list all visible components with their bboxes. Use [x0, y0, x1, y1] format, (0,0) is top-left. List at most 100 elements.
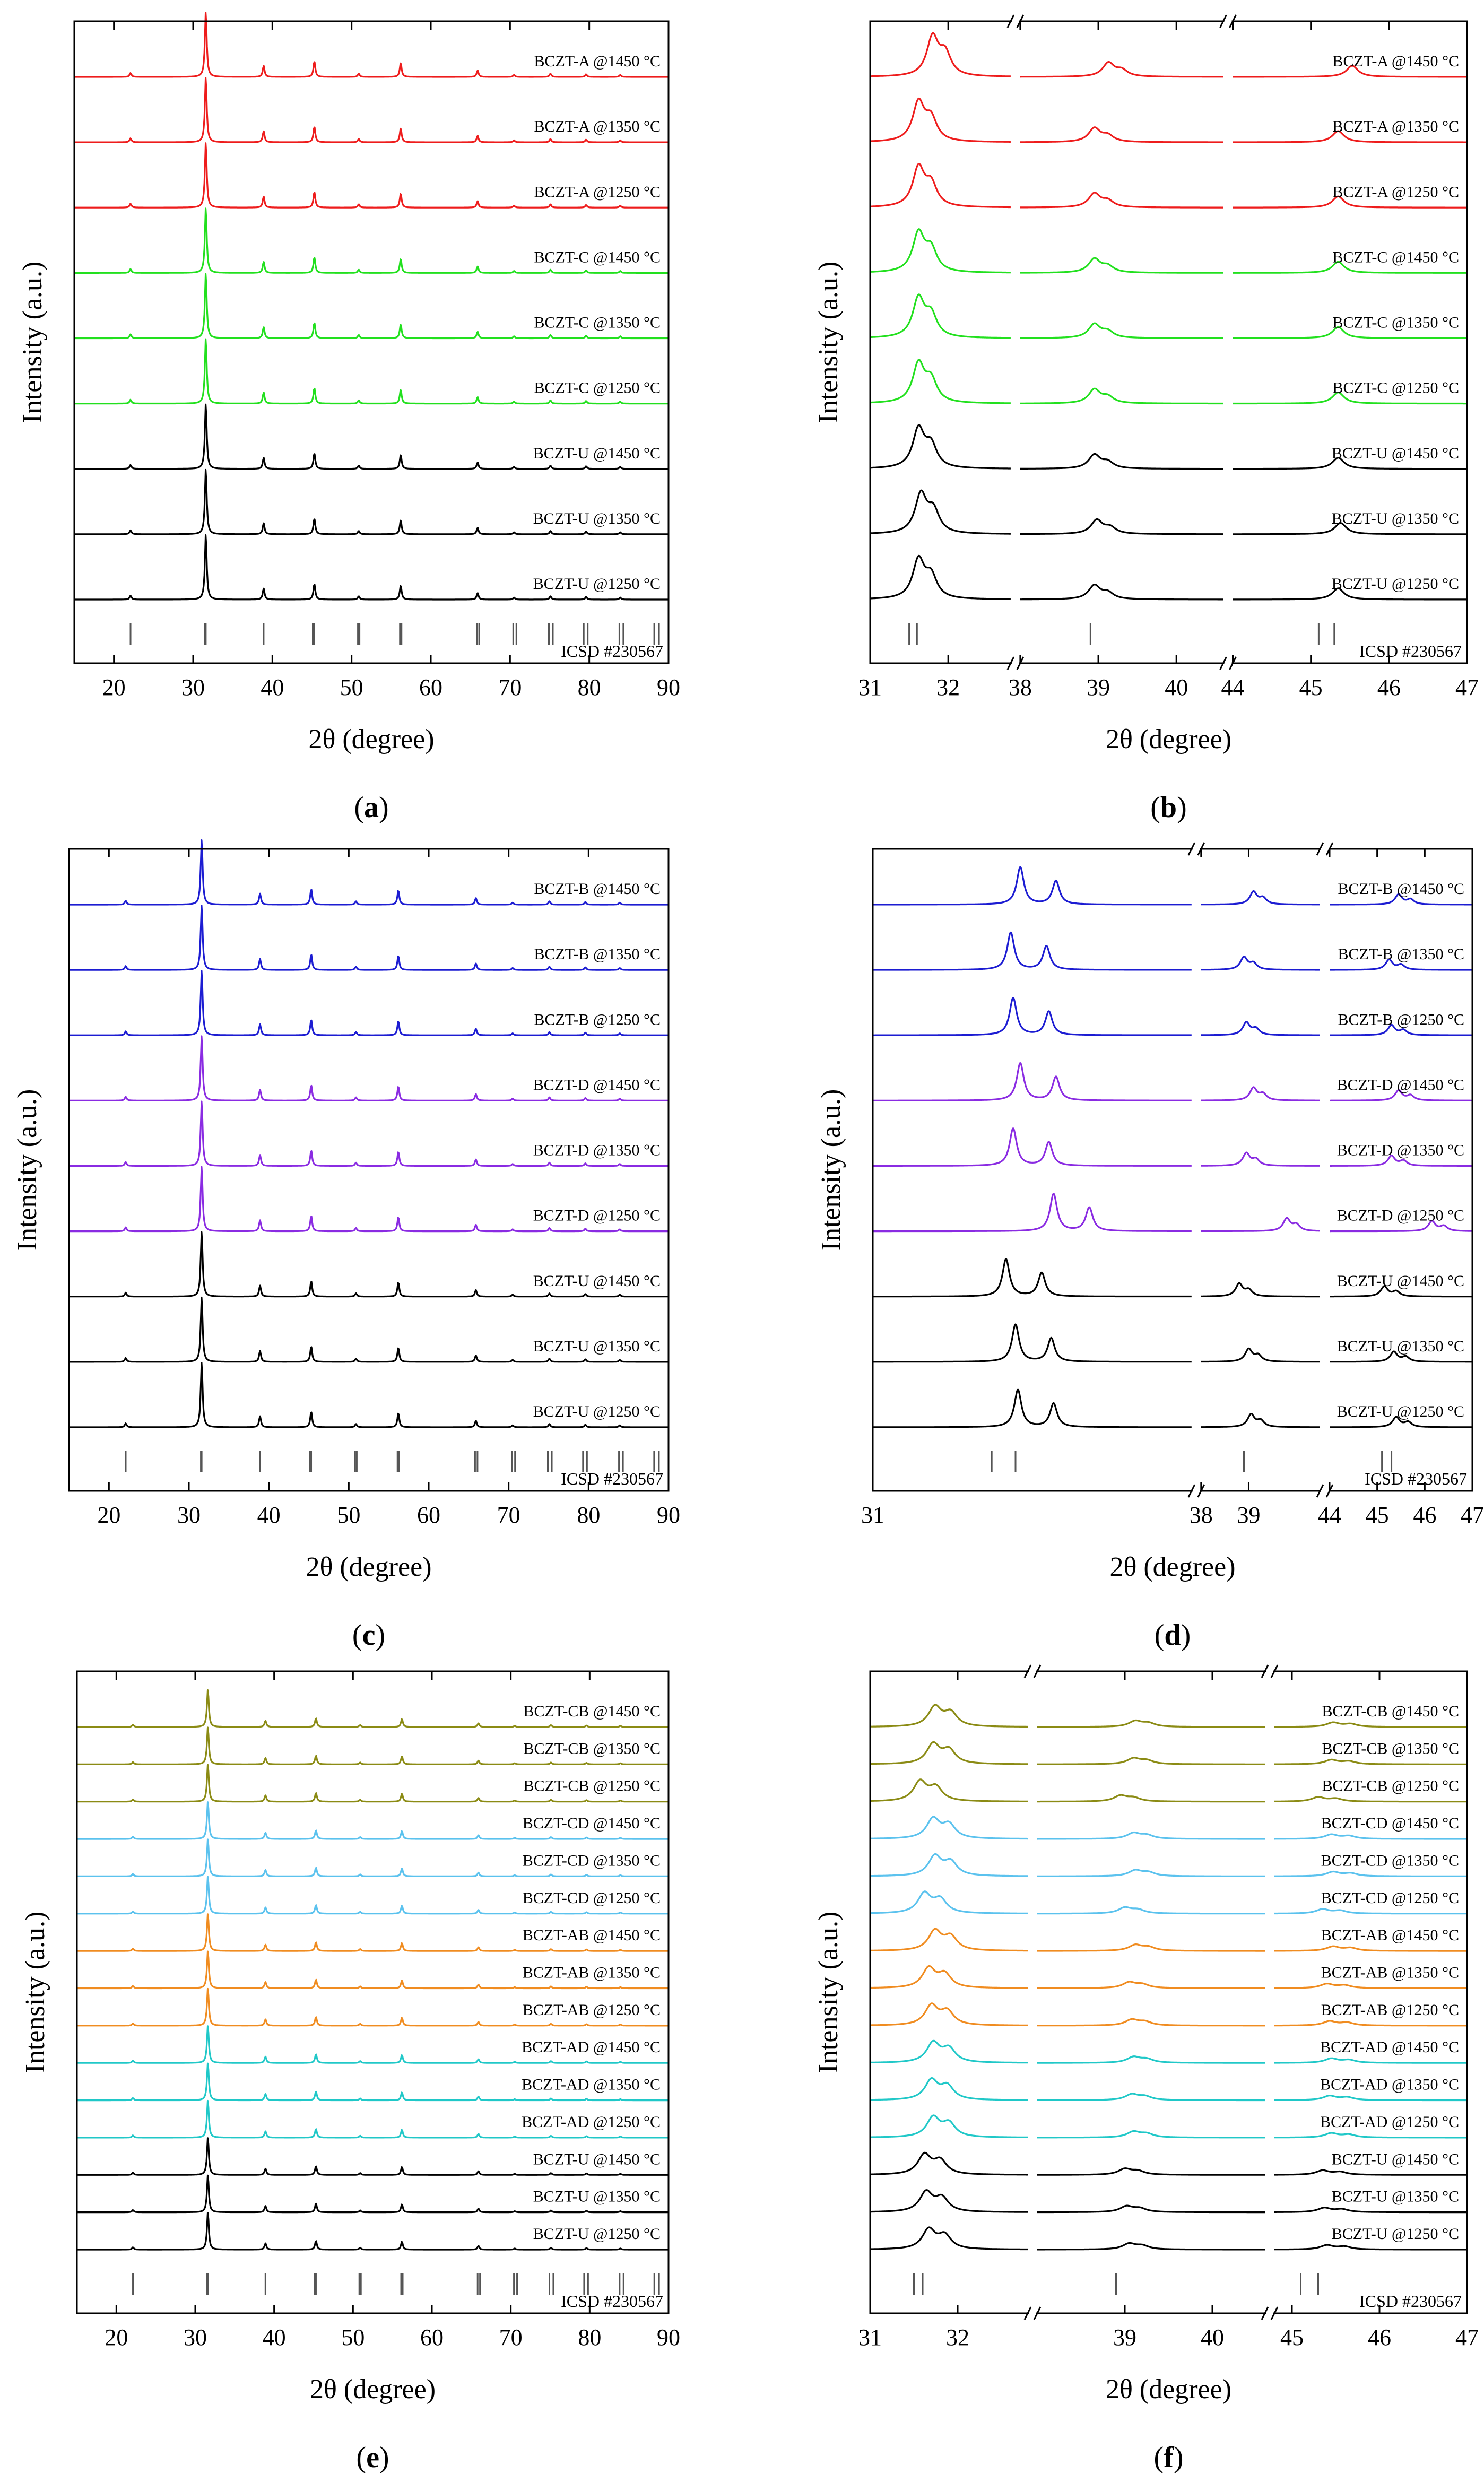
series-label: BCZT-A @1250 °C	[1332, 183, 1459, 201]
trace-e-13-seg1	[76, 2137, 669, 2176]
trace-a-5-seg1	[74, 273, 669, 340]
series-label: BCZT-AB @1450 °C	[523, 1926, 661, 1944]
trace-b-3-seg2	[1019, 192, 1224, 209]
x-axis-label: 2θ (degree)	[1106, 2374, 1231, 2405]
series-label: BCZT-D @1450 °C	[533, 1076, 661, 1093]
series-label: BCZT-AB @1350 °C	[1321, 1964, 1459, 1982]
x-tick-label: 45	[1366, 1502, 1389, 1528]
trace-f-9-seg3	[1273, 2020, 1468, 2027]
plot-frame	[73, 20, 670, 664]
reference-label: ICSD #230567	[1359, 2292, 1462, 2311]
trace-e-15-seg1	[76, 2212, 669, 2251]
trace-b-9-seg3	[1232, 587, 1468, 601]
trace-f-10-seg2	[1036, 2055, 1266, 2064]
series-c-5	[68, 1100, 669, 1167]
series-f-11	[869, 2077, 1468, 2102]
series-a-7	[74, 403, 669, 470]
series-label: BCZT-A @1450 °C	[1332, 53, 1459, 70]
trace-f-14-seg3	[1273, 2207, 1468, 2214]
caption-paren-close: )	[1181, 1619, 1191, 1652]
series-e-11	[76, 2062, 669, 2102]
trace-d-5-seg3	[1329, 1155, 1473, 1167]
series-b-7	[869, 424, 1468, 470]
reference-label: ICSD #230567	[1365, 1469, 1467, 1488]
trace-d-8-seg3	[1329, 1350, 1473, 1363]
axis-break-mark	[1023, 2306, 1032, 2320]
x-axis-label: 2θ (degree)	[308, 724, 434, 754]
trace-b-6-seg1	[869, 359, 1012, 404]
trace-f-8-seg3	[1273, 1983, 1468, 1989]
x-tick-label: 46	[1368, 2324, 1391, 2350]
series-label: BCZT-CB @1250 °C	[523, 1777, 661, 1795]
series-label: BCZT-B @1350 °C	[1338, 945, 1464, 963]
x-tick-label: 39	[1113, 2324, 1136, 2350]
series-label: BCZT-U @1350 °C	[533, 2188, 661, 2206]
series-label: BCZT-D @1250 °C	[1337, 1207, 1464, 1225]
series-f-13	[869, 2151, 1468, 2176]
series-b-8	[869, 489, 1468, 535]
trace-b-4-seg2	[1019, 257, 1224, 274]
series-label: BCZT-D @1350 °C	[1337, 1142, 1464, 1159]
series-f-4	[869, 1816, 1468, 1840]
reference-label: ICSD #230567	[1359, 641, 1462, 661]
series-b-4	[869, 228, 1468, 274]
x-tick-label: 47	[1455, 2324, 1479, 2350]
series-c-8	[68, 1296, 669, 1363]
y-axis-label: Intensity (a.u.)	[18, 262, 48, 423]
series-label: BCZT-C @1250 °C	[534, 379, 661, 397]
panel-caption: (a)	[354, 791, 388, 824]
axis-break-mark	[1219, 14, 1227, 28]
axis-break-mark	[1316, 842, 1324, 856]
trace-d-5-seg2	[1200, 1151, 1321, 1167]
series-label: BCZT-CD @1250 °C	[1321, 1889, 1459, 1907]
trace-e-3-seg1	[76, 1764, 669, 1803]
x-tick-label: 46	[1377, 674, 1401, 700]
plot-frame	[68, 848, 670, 1492]
trace-e-6-seg1	[76, 1876, 669, 1915]
x-tick-label: 30	[184, 2324, 207, 2350]
series-d-8	[872, 1323, 1473, 1363]
trace-f-9-seg2	[1036, 2018, 1266, 2027]
trace-f-4-seg1	[869, 1816, 1029, 1840]
caption-paren-close: )	[379, 2441, 389, 2474]
x-tick-label: 45	[1299, 674, 1323, 700]
trace-a-1-seg1	[74, 12, 669, 78]
x-tick-label: 50	[340, 674, 363, 700]
reference-label: ICSD #230567	[561, 2292, 663, 2311]
trace-e-9-seg1	[76, 1987, 669, 2027]
series-b-6	[869, 359, 1468, 405]
trace-f-15-seg1	[869, 2226, 1029, 2251]
series-label: BCZT-CB @1350 °C	[523, 1740, 661, 1757]
series-label: BCZT-U @1450 °C	[1332, 445, 1459, 462]
x-tick-label: 80	[578, 2324, 601, 2350]
x-axis-label: 2θ (degree)	[310, 2374, 436, 2405]
trace-f-1-seg1	[869, 1704, 1029, 1728]
x-tick-label: 60	[419, 674, 442, 700]
caption-paren-open: (	[1154, 2441, 1164, 2474]
trace-b-7-seg3	[1232, 457, 1468, 470]
series-label: BCZT-U @1450 °C	[533, 445, 661, 462]
series-d-3	[872, 996, 1473, 1036]
trace-f-2-seg1	[869, 1741, 1029, 1765]
axis-break-mark	[1006, 14, 1015, 28]
series-f-1	[869, 1704, 1468, 1728]
trace-f-15-seg3	[1273, 2244, 1468, 2251]
series-a-3	[74, 142, 669, 209]
series-label: BCZT-U @1350 °C	[1337, 1338, 1464, 1355]
trace-c-3-seg1	[68, 970, 669, 1036]
trace-d-9-seg3	[1329, 1416, 1473, 1428]
panel-d: BCZT-B @1450 °C BCZT-B @1350 °C BCZT-B @12…	[816, 842, 1484, 1652]
trace-f-5-seg1	[869, 1853, 1029, 1877]
caption-paren-close: )	[1174, 2441, 1184, 2474]
x-tick-label: 44	[1221, 674, 1245, 700]
series-e-12	[76, 2099, 669, 2139]
trace-b-8-seg1	[869, 489, 1012, 535]
trace-a-3-seg1	[74, 142, 669, 209]
series-a-4	[74, 207, 669, 274]
series-label: BCZT-U @1450 °C	[1332, 2150, 1459, 2168]
series-label: BCZT-B @1450 °C	[1338, 880, 1464, 898]
x-tick-label: 45	[1280, 2324, 1304, 2350]
series-d-1	[872, 866, 1473, 906]
trace-f-11-seg3	[1273, 2095, 1468, 2102]
axis-break-gap	[1224, 19, 1232, 23]
